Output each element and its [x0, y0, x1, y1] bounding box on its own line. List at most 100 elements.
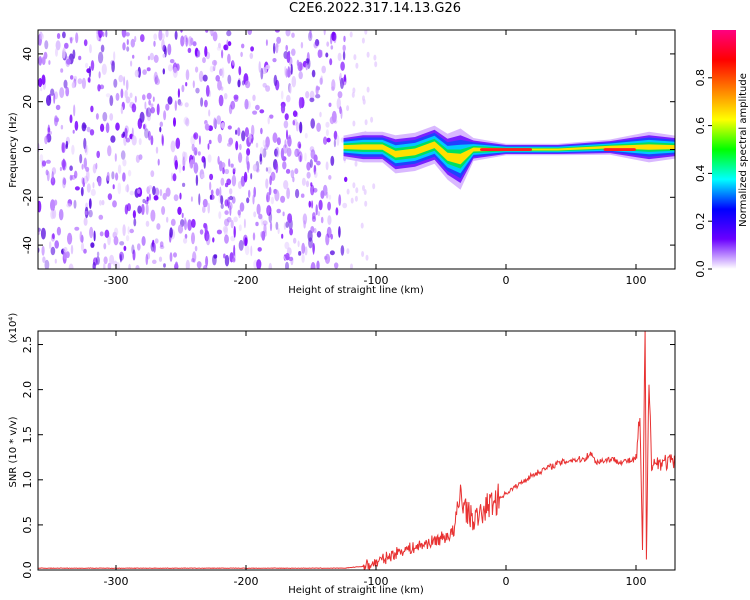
- noise-speck: [124, 127, 128, 139]
- noise-speck: [105, 30, 108, 38]
- noise-speck: [52, 233, 55, 240]
- noise-speck: [174, 30, 178, 40]
- noise-speck: [245, 80, 251, 89]
- noise-speck: [129, 190, 134, 196]
- y-tick-label: 40: [21, 47, 34, 61]
- noise-speck: [333, 130, 338, 140]
- noise-speck: [134, 69, 139, 78]
- noise-speck: [162, 33, 165, 40]
- noise-speck: [325, 121, 330, 128]
- noise-speck: [153, 54, 159, 64]
- noise-speck: [220, 203, 224, 209]
- noise-speck: [258, 61, 261, 73]
- noise-speck: [47, 127, 51, 133]
- noise-speck: [162, 44, 167, 53]
- noise-speck: [161, 206, 166, 215]
- noise-speck: [231, 59, 235, 66]
- noise-speck: [148, 185, 153, 190]
- noise-speck: [314, 39, 320, 47]
- noise-speck: [228, 195, 234, 201]
- noise-speck: [99, 231, 104, 237]
- noise-speck: [131, 244, 135, 255]
- noise-speck: [366, 51, 370, 58]
- noise-speck: [200, 174, 205, 179]
- noise-speck: [145, 253, 149, 266]
- noise-speck: [220, 177, 225, 186]
- noise-speck: [153, 195, 159, 201]
- noise-speck: [237, 209, 241, 216]
- noise-speck: [172, 173, 177, 182]
- noise-speck: [207, 143, 210, 150]
- noise-speck: [183, 151, 188, 162]
- noise-speck: [221, 67, 225, 79]
- noise-speck: [286, 94, 291, 103]
- noise-speck: [142, 69, 147, 75]
- noise-speck: [286, 129, 288, 140]
- noise-speck: [166, 216, 169, 223]
- noise-speck: [217, 155, 220, 165]
- noise-speck: [249, 52, 254, 60]
- noise-speck: [305, 62, 308, 71]
- noise-speck: [340, 108, 343, 120]
- noise-speck: [252, 94, 256, 102]
- noise-speck: [291, 32, 295, 38]
- noise-speck: [88, 209, 93, 218]
- noise-speck: [209, 173, 214, 181]
- noise-speck: [122, 159, 127, 167]
- noise-speck: [177, 98, 182, 106]
- noise-speck: [155, 77, 160, 86]
- noise-speck: [173, 117, 176, 127]
- noise-speck: [171, 172, 173, 182]
- noise-speck: [219, 186, 222, 198]
- noise-speck: [90, 60, 95, 71]
- colorbar-gradient: [712, 30, 736, 269]
- noise-speck: [325, 233, 330, 246]
- noise-speck: [335, 207, 339, 216]
- noise-speck: [43, 51, 48, 60]
- noise-speck: [230, 100, 236, 110]
- noise-speck: [163, 263, 166, 268]
- noise-speck: [190, 196, 193, 202]
- noise-speck: [351, 91, 355, 98]
- noise-speck: [198, 70, 204, 82]
- noise-speck: [294, 168, 299, 175]
- noise-speck: [286, 187, 290, 200]
- noise-speck: [213, 117, 217, 129]
- noise-speck: [161, 39, 165, 51]
- noise-speck: [290, 256, 294, 266]
- noise-speck: [154, 238, 159, 244]
- noise-speck: [227, 74, 232, 85]
- noise-speck: [92, 261, 96, 269]
- noise-speck: [310, 149, 316, 160]
- noise-speck: [172, 66, 178, 78]
- noise-speck: [44, 259, 50, 269]
- noise-speck: [239, 143, 242, 151]
- noise-speck: [158, 30, 163, 41]
- noise-speck: [296, 148, 301, 155]
- snr-panel: -300 -200 -100 0 100 0.0 0.5 1.0 1.5 2.0 2.5 Heig…: [8, 313, 676, 596]
- noise-speck: [320, 49, 323, 58]
- noise-speck: [303, 220, 306, 229]
- noise-speck: [100, 44, 105, 53]
- noise-speck: [191, 258, 195, 263]
- noise-speck: [106, 171, 110, 182]
- noise-speck: [79, 153, 83, 164]
- noise-speck: [155, 146, 159, 154]
- noise-speck: [86, 169, 90, 182]
- noise-speck: [220, 195, 224, 205]
- noise-speck: [244, 244, 250, 256]
- noise-speck: [69, 165, 73, 171]
- x-tick-label: 0: [503, 274, 510, 287]
- noise-speck: [228, 158, 231, 167]
- noise-speck: [197, 151, 201, 156]
- noise-speck: [354, 160, 358, 167]
- noise-speck: [310, 262, 316, 269]
- noise-speck: [350, 263, 353, 269]
- noise-speck: [132, 249, 136, 261]
- noise-speck: [232, 168, 236, 175]
- noise-speck: [39, 154, 44, 163]
- colorbar-tick-label: 0.4: [694, 165, 707, 183]
- noise-speck: [263, 223, 267, 234]
- noise-speck: [117, 182, 122, 195]
- noise-speck: [349, 31, 353, 38]
